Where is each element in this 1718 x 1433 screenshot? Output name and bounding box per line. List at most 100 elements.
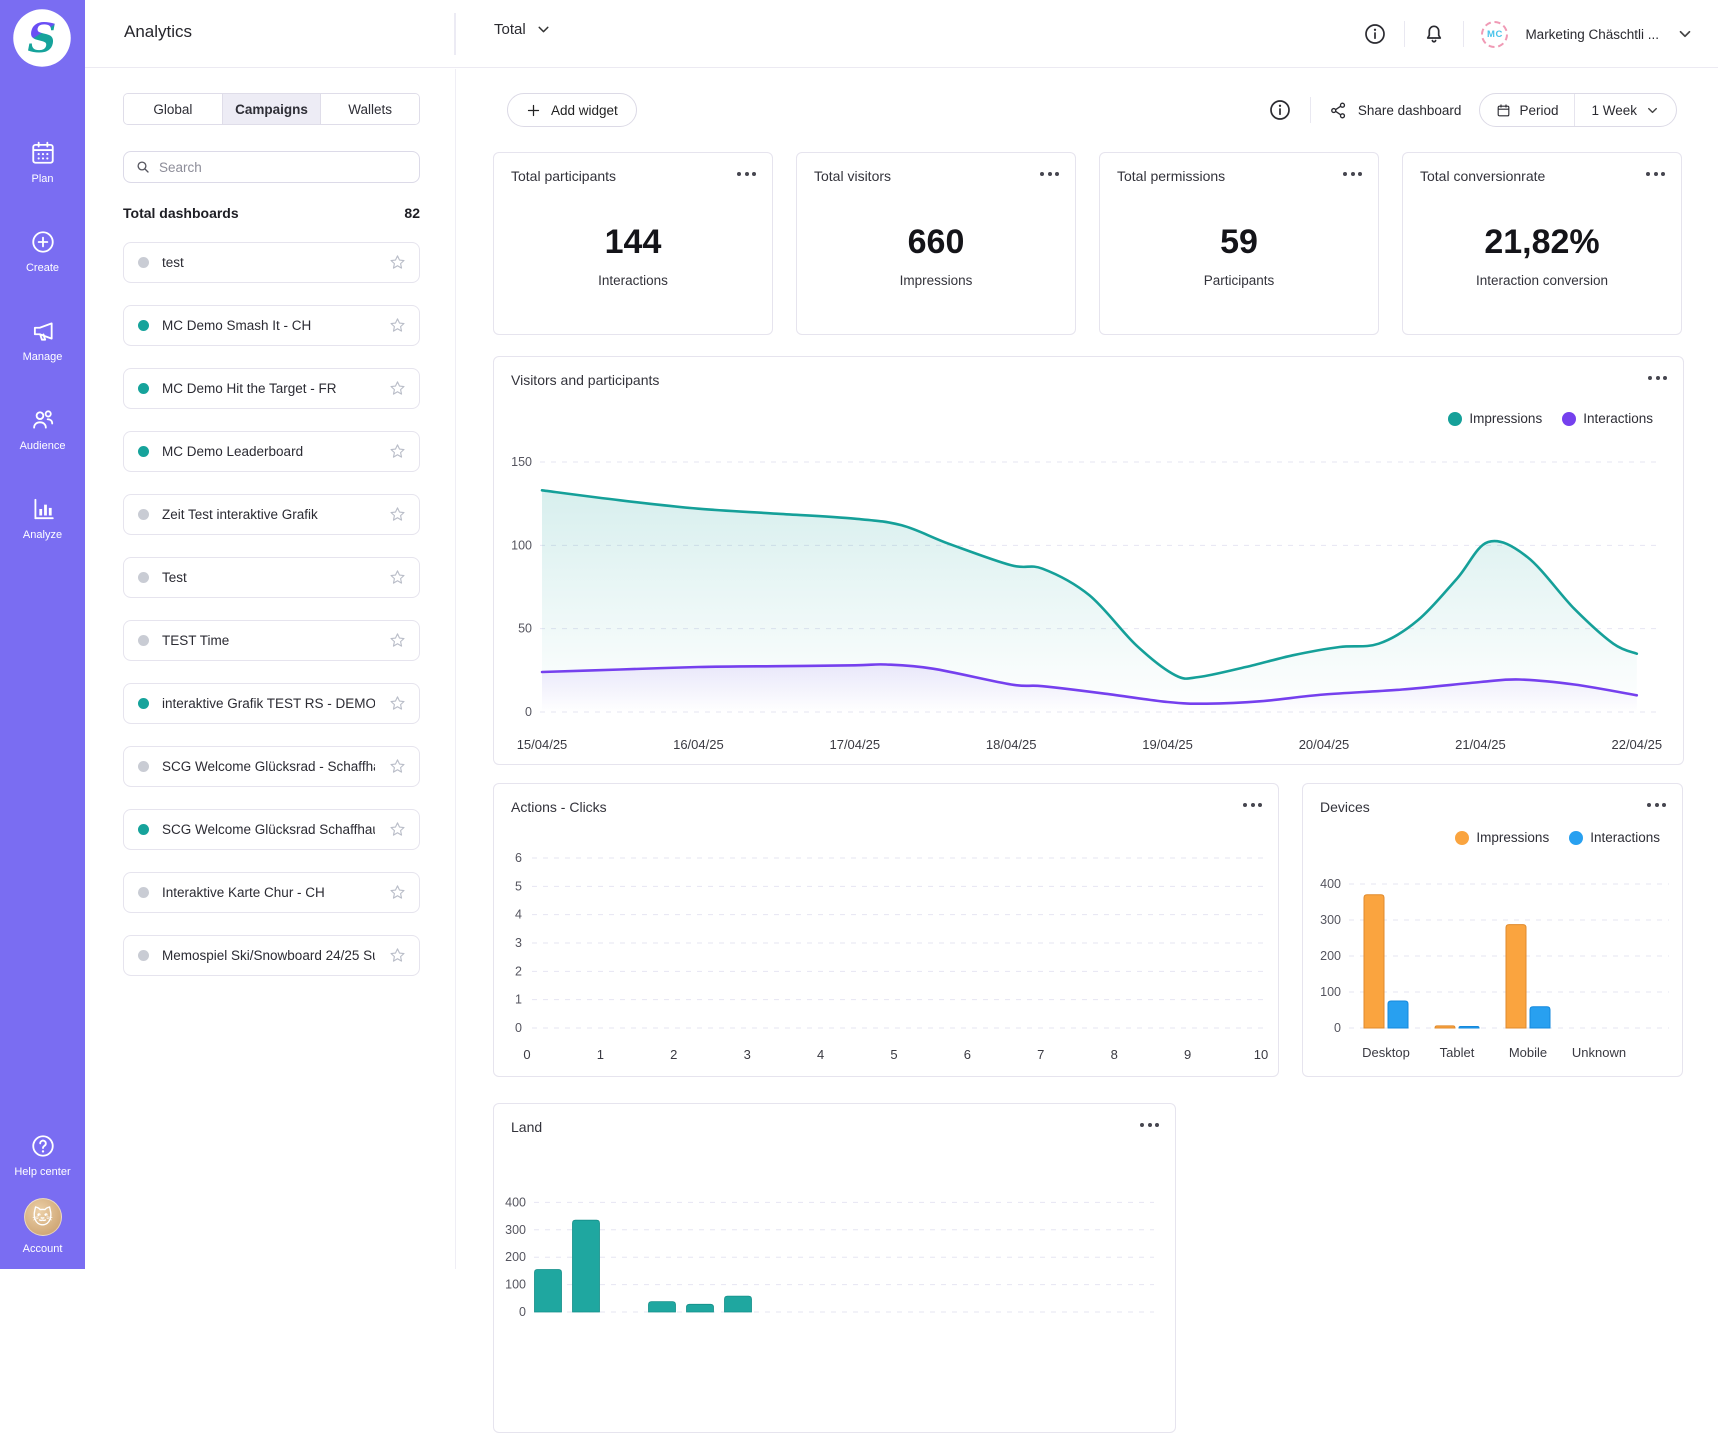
status-dot	[138, 572, 149, 583]
card-menu-button[interactable]	[1648, 376, 1667, 380]
dashboard-item-interaktive-karte-chur-ch[interactable]: Interaktive Karte Chur - CH	[123, 872, 420, 913]
favorite-star-icon[interactable]	[388, 316, 407, 335]
people-icon	[30, 407, 56, 433]
favorite-star-icon[interactable]	[388, 568, 407, 587]
dashboard-item-scg-welcome-gl-cksrad-schaffhaus[interactable]: SCG Welcome Glücksrad Schaffhaus	[123, 809, 420, 850]
kpi-sublabel: Impressions	[797, 273, 1075, 288]
favorite-star-icon[interactable]	[388, 820, 407, 839]
dashboard-item-memospiel-ski-snowboard-24-25-sui[interactable]: Memospiel Ski/Snowboard 24/25 Sui	[123, 935, 420, 976]
scope-dropdown[interactable]: Total	[494, 21, 552, 38]
sidebar-item-create[interactable]: Create	[0, 229, 85, 274]
dashboards-panel: GlobalCampaignsWallets Total dashboards …	[85, 69, 456, 1269]
sidebar-item-label: Account	[23, 1243, 63, 1255]
svg-text:4: 4	[817, 1047, 824, 1062]
tab-campaigns[interactable]: Campaigns	[222, 94, 321, 124]
svg-text:200: 200	[505, 1250, 526, 1264]
notifications-bell-icon[interactable]	[1422, 22, 1446, 46]
legend-item-impressions[interactable]: Impressions	[1455, 830, 1549, 845]
svg-text:5: 5	[515, 879, 522, 893]
period-button[interactable]: Period	[1480, 94, 1575, 126]
favorite-star-icon[interactable]	[388, 946, 407, 965]
chevron-down-icon[interactable]	[1676, 25, 1694, 43]
sidebar-item-help-center[interactable]: Help center	[0, 1133, 85, 1178]
sidebar-item-manage[interactable]: Manage	[0, 318, 85, 363]
kpi-sublabel: Interactions	[494, 273, 772, 288]
legend-item-interactions[interactable]: Interactions	[1562, 411, 1653, 426]
svg-text:19/04/25: 19/04/25	[1142, 737, 1193, 752]
sidebar-item-label: Help center	[14, 1166, 70, 1178]
card-menu-button[interactable]	[1647, 803, 1666, 807]
share-dashboard-button[interactable]: Share dashboard	[1329, 101, 1462, 120]
favorite-star-icon[interactable]	[388, 883, 407, 902]
svg-text:7: 7	[1037, 1047, 1044, 1062]
favorite-star-icon[interactable]	[388, 253, 407, 272]
dashboard-item-scg-welcome-gl-cksrad-schaffhau[interactable]: SCG Welcome Glücksrad - Schaffhau	[123, 746, 420, 787]
svg-text:3: 3	[515, 936, 522, 950]
plus-circle-icon	[30, 229, 56, 255]
app-sidebar: S Plan Create Manage Audience Analyze Help c…	[0, 0, 85, 1269]
card-menu-button[interactable]	[1343, 172, 1362, 176]
svg-text:1: 1	[515, 993, 522, 1007]
dashboard-name: MC Demo Hit the Target - FR	[162, 381, 375, 396]
sidebar-item-label: Manage	[23, 351, 63, 363]
tab-wallets[interactable]: Wallets	[320, 94, 419, 124]
card-menu-button[interactable]	[1140, 1123, 1159, 1127]
sidebar-item-plan[interactable]: Plan	[0, 140, 85, 185]
tab-global[interactable]: Global	[124, 94, 222, 124]
dashboard-item-mc-demo-leaderboard[interactable]: MC Demo Leaderboard	[123, 431, 420, 472]
svg-text:0: 0	[525, 705, 532, 719]
info-icon[interactable]	[1363, 22, 1387, 46]
toolbar-separator	[1310, 97, 1311, 123]
calendar-icon	[30, 140, 56, 166]
dashboard-toolbar: Share dashboard Period 1 Week	[1268, 93, 1677, 127]
card-menu-button[interactable]	[1243, 803, 1262, 807]
sidebar-item-account[interactable]: 🐱Account	[0, 1198, 85, 1255]
favorite-star-icon[interactable]	[388, 694, 407, 713]
dashboard-item-test[interactable]: test	[123, 242, 420, 283]
sidebar-item-label: Analyze	[23, 529, 62, 541]
header-divider	[454, 13, 456, 55]
info-icon[interactable]	[1268, 98, 1292, 122]
workspace-avatar[interactable]: MC	[1481, 21, 1508, 48]
svg-text:100: 100	[511, 538, 532, 552]
svg-text:Mobile: Mobile	[1509, 1045, 1547, 1060]
dashboard-item-interaktive-grafik-test-rs-demo-pl[interactable]: interaktive Grafik TEST RS - DEMO PL	[123, 683, 420, 724]
add-widget-button[interactable]: Add widget	[507, 93, 637, 127]
dashboard-item-test-time[interactable]: TEST Time	[123, 620, 420, 661]
status-dot	[138, 446, 149, 457]
workspace-name[interactable]: Marketing Chäschtli ...	[1525, 27, 1659, 42]
kpi-value: 59	[1100, 223, 1378, 262]
favorite-star-icon[interactable]	[388, 631, 407, 650]
status-dot	[138, 761, 149, 772]
sidebar-item-label: Audience	[20, 440, 66, 452]
sidebar-item-analyze[interactable]: Analyze	[0, 496, 85, 541]
dashboard-item-test[interactable]: Test	[123, 557, 420, 598]
dashboard-item-mc-demo-smash-it-ch[interactable]: MC Demo Smash It - CH	[123, 305, 420, 346]
megaphone-icon	[30, 318, 56, 344]
favorite-star-icon[interactable]	[388, 505, 407, 524]
status-dot	[138, 824, 149, 835]
search-input[interactable]	[159, 160, 408, 175]
card-menu-button[interactable]	[1646, 172, 1665, 176]
actions-clicks-chart: 0123456012345678910	[494, 784, 1280, 1078]
dashboard-name: test	[162, 255, 375, 270]
favorite-star-icon[interactable]	[388, 379, 407, 398]
favorite-star-icon[interactable]	[388, 442, 407, 461]
dashboard-item-zeit-test-interaktive-grafik[interactable]: Zeit Test interaktive Grafik	[123, 494, 420, 535]
card-menu-button[interactable]	[737, 172, 756, 176]
search-icon	[135, 159, 151, 175]
dashboard-item-mc-demo-hit-the-target-fr[interactable]: MC Demo Hit the Target - FR	[123, 368, 420, 409]
svg-text:5: 5	[890, 1047, 897, 1062]
legend-item-interactions[interactable]: Interactions	[1569, 830, 1660, 845]
sidebar-bottom: Help center 🐱Account	[0, 1133, 85, 1255]
app-logo-icon[interactable]: S	[12, 8, 72, 68]
favorite-star-icon[interactable]	[388, 757, 407, 776]
svg-text:300: 300	[1320, 913, 1341, 927]
period-value-dropdown[interactable]: 1 Week	[1575, 94, 1676, 126]
legend-dot	[1448, 412, 1462, 426]
legend-item-impressions[interactable]: Impressions	[1448, 411, 1542, 426]
card-menu-button[interactable]	[1040, 172, 1059, 176]
sidebar-item-audience[interactable]: Audience	[0, 407, 85, 452]
svg-text:21/04/25: 21/04/25	[1455, 737, 1506, 752]
kpi-row: Total participants144InteractionsTotal v…	[493, 152, 1682, 335]
